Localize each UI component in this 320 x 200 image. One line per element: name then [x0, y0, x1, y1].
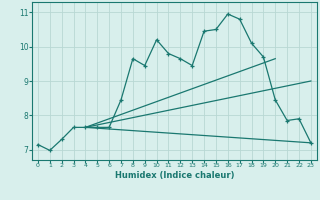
X-axis label: Humidex (Indice chaleur): Humidex (Indice chaleur): [115, 171, 234, 180]
